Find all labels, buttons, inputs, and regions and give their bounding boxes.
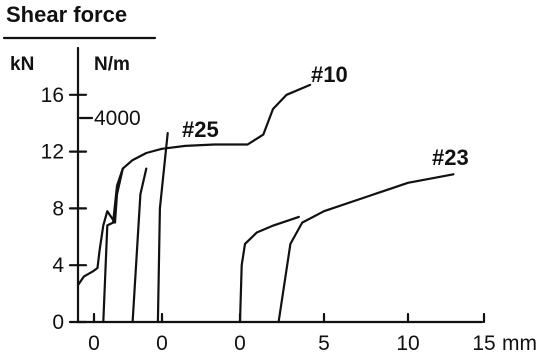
x-tick-label: 10	[396, 332, 419, 355]
x-tick-label: 0	[234, 332, 246, 355]
series-group	[76, 83, 455, 324]
x-tick-label: 0	[156, 332, 168, 355]
series-23-curve-1	[238, 215, 300, 324]
series-25-curve-2	[131, 167, 148, 324]
x-tick-label: 5	[318, 332, 330, 355]
x-tick-label: 0	[88, 332, 100, 355]
y-tick-label: 0	[52, 311, 64, 334]
series-25-curve-1	[102, 167, 124, 324]
series-label-10: #10	[311, 62, 348, 87]
primary-unit-label: kN	[10, 54, 34, 75]
secondary-unit-label: N/m	[94, 54, 130, 75]
series-label-23: #23	[432, 145, 469, 170]
y-tick-label: 16	[41, 84, 64, 107]
y-tick-label: 8	[52, 197, 64, 220]
y-tick-label: 12	[41, 141, 64, 164]
y-ticks: 0 4 8 12 16	[41, 84, 88, 334]
series-23-curve-2	[277, 173, 455, 324]
series-label-25: #25	[182, 117, 219, 142]
series-10-curve-1	[76, 83, 312, 287]
chart-title: Shear force	[6, 2, 127, 27]
x-tick-label: 15	[472, 332, 495, 355]
x-ticks: 0 0 0 5 10 15	[88, 312, 496, 355]
secondary-tick-label: 4000	[94, 107, 141, 130]
series-25-curve-3	[156, 132, 169, 324]
x-axis-unit: mm	[502, 332, 537, 355]
y-tick-label: 4	[52, 254, 64, 277]
